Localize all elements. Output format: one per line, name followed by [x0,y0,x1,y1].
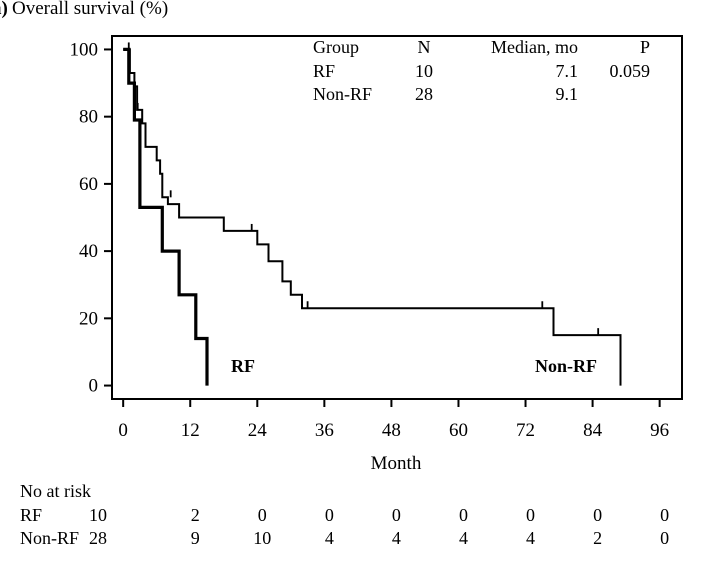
survival-curve-rf [123,47,209,386]
x-tick-label: 48 [382,420,401,441]
risk-count: 9 [191,528,200,548]
stats-header-cell: P [640,37,650,57]
risk-count: 0 [660,528,669,548]
x-axis: 0 12 24 36 48 60 72 84 96 [118,399,669,441]
title-group: a) Overall survival (%) [0,0,168,19]
x-tick-label: 0 [118,420,128,441]
risk-count: 0 [660,505,669,525]
series-layer [123,42,622,386]
risk-table-heading: No at risk [20,481,91,501]
y-axis: 0 20 40 60 80 100 [70,39,112,397]
risk-table: No at risk RF 10 2 0 0 0 0 0 0 0 Non-RF 28 9 10 4 4 4 4 2 0 [20,481,669,548]
y-tick-label: 20 [79,308,98,329]
stats-cell: 0.059 [610,61,651,81]
risk-count: 0 [258,505,267,525]
risk-count: 2 [191,505,200,525]
stats-table: Group N Median, mo P RF 10 7.1 0.059 Non-RF 28 9.1 [313,37,650,104]
stats-cell: RF [313,61,335,81]
risk-count: 0 [459,505,468,525]
stats-header-cell: Group [313,37,359,57]
risk-count: 0 [325,505,334,525]
stats-cell: 7.1 [556,61,579,81]
x-axis-label: Month [371,453,422,474]
y-tick-label: 80 [79,107,98,128]
stats-cell: 10 [415,61,433,81]
risk-row-group: RF [20,505,42,525]
x-tick-label: 72 [516,420,535,441]
risk-count: 4 [459,528,468,548]
risk-count: 4 [392,528,401,548]
curve-label-rf: RF [231,356,255,376]
risk-count: 4 [526,528,535,548]
risk-count: 10 [89,505,107,525]
stats-header-cell: N [418,37,431,57]
y-tick-label: 100 [70,39,99,60]
risk-count: 0 [526,505,535,525]
panel-letter: a) [0,0,8,19]
x-tick-label: 24 [248,420,268,441]
risk-count: 4 [325,528,334,548]
risk-row-group: Non-RF [20,528,79,548]
stats-cell: Non-RF [313,84,372,104]
stats-cell: 9.1 [556,84,579,104]
risk-count: 28 [89,528,107,548]
y-tick-label: 40 [79,241,98,262]
x-tick-label: 84 [583,420,603,441]
x-tick-label: 12 [181,420,200,441]
x-tick-label: 60 [449,420,468,441]
x-tick-label: 96 [650,420,669,441]
plot-frame [111,35,683,400]
risk-count: 10 [253,528,271,548]
x-tick-label: 36 [315,420,334,441]
risk-count: 2 [593,528,602,548]
risk-count: 0 [593,505,602,525]
stats-header-cell: Median, mo [491,37,578,57]
y-tick-label: 0 [89,376,99,397]
curve-label-non-rf: Non-RF [535,356,597,376]
risk-count: 0 [392,505,401,525]
stats-cell: 28 [415,84,433,104]
y-tick-label: 60 [79,174,98,195]
chart-title: Overall survival (%) [12,0,168,19]
